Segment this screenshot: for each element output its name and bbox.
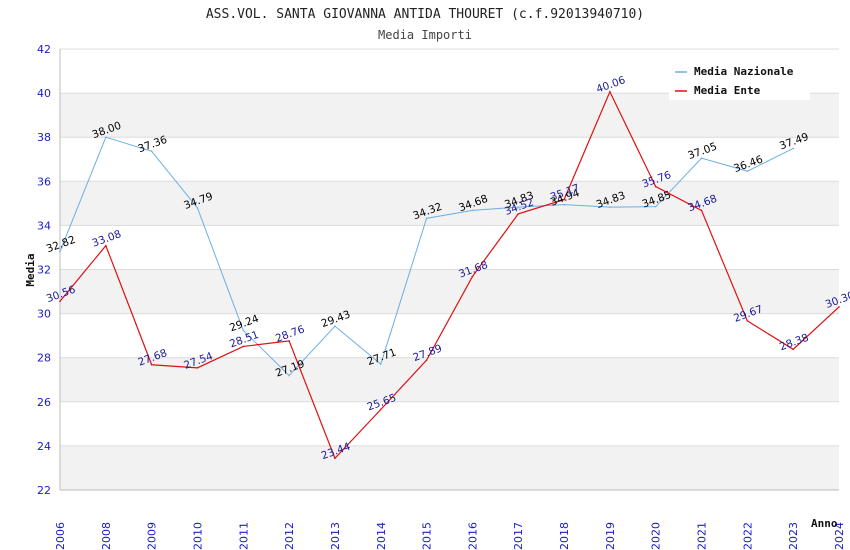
data-point [379, 363, 382, 365]
legend: Media Nazionale Media Ente [669, 60, 810, 100]
y-axis-ticks: 22 24 26 28 30 32 34 36 38 40 42 [37, 43, 51, 497]
y-tick-label: 30 [37, 308, 51, 321]
data-point [379, 408, 382, 411]
grid-band [60, 313, 839, 358]
data-point [196, 207, 199, 209]
data-point [471, 275, 474, 278]
data-point [746, 320, 749, 322]
x-tick-label: 2010 [191, 522, 204, 550]
data-point [288, 340, 290, 342]
y-tick-label: 40 [37, 87, 51, 100]
data-point [654, 205, 657, 208]
legend-label-ente: Media Ente [694, 84, 761, 97]
x-tick-label: 2018 [558, 522, 571, 550]
x-tick-label: 2009 [146, 522, 159, 550]
data-point [563, 198, 565, 201]
data-point [792, 147, 794, 150]
x-tick-label: 2006 [54, 522, 67, 550]
series-line-ente [59, 90, 840, 460]
grid-band [60, 93, 839, 138]
data-point [334, 457, 336, 460]
chart-subtitle: Media Importi [378, 28, 472, 42]
data-point [425, 217, 428, 220]
data-point [288, 374, 290, 377]
x-tick-label: 2012 [283, 522, 296, 550]
data-point [150, 363, 153, 366]
data-point [792, 348, 794, 351]
legend-box [669, 60, 810, 100]
data-point [838, 306, 840, 308]
x-tick-label: 2023 [787, 522, 800, 550]
grid-bands [59, 48, 839, 491]
grid-band [60, 357, 839, 402]
y-tick-label: 32 [37, 264, 51, 277]
data-point [471, 209, 474, 212]
data-point [59, 300, 61, 303]
data-point [105, 136, 107, 138]
y-tick-label: 38 [37, 131, 51, 144]
y-tick-label: 34 [37, 219, 51, 232]
grid-band [60, 269, 839, 314]
data-point [517, 206, 520, 208]
x-tick-label: 2017 [512, 522, 525, 550]
x-tick-label: 2020 [650, 522, 663, 550]
x-axis-ticks: 2006 2008 2009 2010 2011 2012 2013 2014 2015 2016… [54, 522, 846, 550]
y-tick-label: 22 [37, 484, 51, 497]
grid-band [60, 445, 839, 490]
data-point [700, 157, 703, 159]
grid-band [60, 137, 839, 182]
x-tick-label: 2013 [329, 522, 342, 550]
x-tick-label: 2019 [604, 522, 617, 550]
data-point [609, 90, 611, 93]
x-axis-label: Anno [811, 517, 838, 530]
data-point [242, 329, 245, 332]
y-tick-label: 26 [37, 396, 51, 409]
x-tick-label: 2008 [100, 522, 113, 550]
x-tick-label: 2021 [696, 522, 709, 550]
data-point [105, 244, 107, 247]
data-point [334, 325, 336, 327]
data-point [59, 250, 61, 253]
data-point [746, 170, 749, 172]
data-point [517, 213, 520, 215]
y-tick-label: 42 [37, 43, 51, 56]
grid-band [60, 401, 839, 446]
legend-label-nazionale: Media Nazionale [694, 65, 794, 78]
x-tick-label: 2015 [421, 522, 434, 550]
x-tick-label: 2024 [833, 522, 846, 550]
grid-band [60, 225, 839, 270]
data-point [242, 345, 245, 348]
y-tick-label: 36 [37, 175, 51, 188]
data-point [563, 203, 565, 206]
data-point [150, 150, 153, 153]
x-tick-label: 2011 [237, 522, 250, 550]
x-tick-label: 2016 [466, 522, 479, 550]
y-tick-label: 24 [37, 440, 51, 453]
grid-band [60, 181, 839, 226]
x-tick-label: 2022 [741, 522, 754, 550]
series-group [59, 90, 840, 460]
y-axis-label: Media [24, 253, 37, 286]
data-point [196, 367, 199, 369]
data-point [609, 206, 611, 208]
data-point [654, 185, 657, 188]
data-point [700, 209, 703, 212]
y-tick-label: 28 [37, 352, 51, 365]
x-tick-label: 2014 [375, 522, 388, 550]
data-point [425, 359, 428, 361]
chart-title: ASS.VOL. SANTA GIOVANNA ANTIDA THOURET (… [206, 7, 644, 22]
